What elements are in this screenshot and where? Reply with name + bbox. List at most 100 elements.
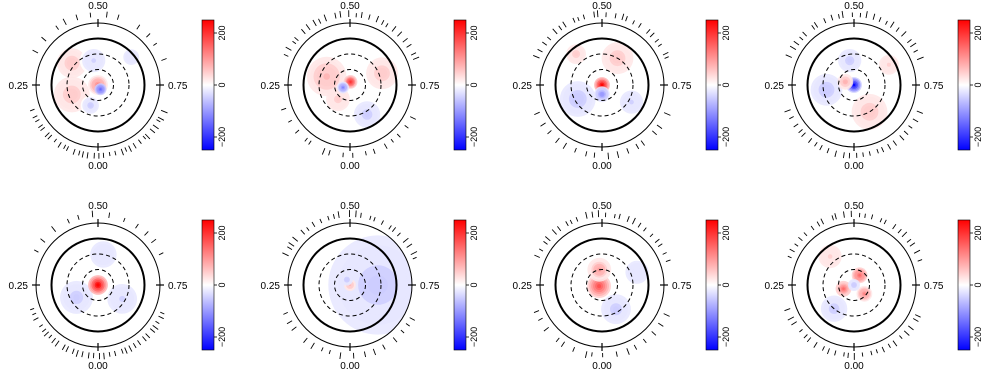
phase-tick	[47, 134, 53, 140]
inner-solid-ring	[554, 237, 650, 333]
phase-tick	[305, 24, 311, 31]
phase-tick	[895, 27, 900, 32]
phase-tick	[811, 25, 816, 30]
dashed-ring-0	[66, 253, 130, 317]
phase-tick	[62, 18, 67, 26]
phase-tick	[798, 236, 803, 242]
phase-tick	[286, 320, 293, 325]
phase-tick	[806, 337, 812, 343]
map-blob-5-level-5	[88, 103, 93, 108]
dashed-ring-1	[334, 269, 366, 301]
phase-tick	[543, 241, 548, 245]
phase-tick	[153, 42, 158, 46]
phase-tick	[72, 148, 76, 155]
phase-tick	[626, 216, 630, 222]
phase-tick	[915, 314, 921, 318]
panel-2: 0.50 0.00 0.25 0.75 200 0 −200	[261, 1, 479, 172]
phase-tick	[614, 13, 617, 19]
colorbar-tick-label: −200	[469, 327, 479, 347]
phase-tick	[883, 219, 887, 225]
phase-tick	[534, 111, 540, 116]
phase-tick	[71, 348, 75, 355]
phase-tick	[339, 352, 342, 360]
inner-solid-ring	[806, 37, 902, 133]
phase-label-top: 0.50	[88, 201, 108, 212]
phase-tick	[87, 352, 90, 359]
phase-tick	[542, 41, 548, 46]
phase-tick	[391, 26, 397, 32]
phase-tick	[879, 218, 883, 223]
map-blob-0-level-5	[574, 96, 581, 102]
phase-tick	[404, 125, 409, 129]
phase-label-top: 0.50	[340, 201, 360, 212]
phase-tick	[635, 143, 640, 150]
phase-tick	[562, 21, 567, 28]
dashed-ring-1	[82, 69, 114, 101]
phase-tick	[138, 139, 142, 144]
phase-tick	[149, 128, 156, 134]
phase-tick	[311, 221, 316, 228]
map-blob-3-level-5	[129, 55, 134, 60]
phase-tick	[54, 340, 60, 347]
map-blob-0-level-5	[368, 275, 388, 295]
phase-tick	[360, 12, 363, 18]
map-blob-3-level-5	[96, 283, 100, 287]
phase-tick	[116, 14, 120, 20]
phase-tick	[787, 316, 795, 321]
phase-tick	[538, 248, 544, 252]
phase-tick	[292, 40, 297, 45]
phase-tick	[621, 13, 625, 21]
phase-tick	[913, 249, 921, 254]
phase-tick	[409, 317, 416, 321]
phase-tick	[61, 344, 66, 351]
map-blob-1-level-5	[379, 70, 385, 76]
phase-tick	[33, 249, 39, 253]
phase-tick	[144, 133, 151, 140]
phase-tick	[861, 352, 864, 357]
map-blob-2-level-5	[100, 251, 106, 258]
phase-tick	[396, 232, 401, 237]
phase-tick	[310, 342, 315, 350]
inner-solid-ring	[302, 37, 398, 133]
phase-tick	[63, 144, 67, 150]
phase-tick	[591, 211, 594, 218]
phase-tick	[51, 226, 57, 232]
phase-label-right: 0.75	[420, 81, 440, 92]
phase-tick	[328, 349, 331, 355]
phase-tick	[294, 36, 299, 42]
phase-tick	[108, 152, 111, 157]
phase-tick	[303, 337, 308, 343]
phase-tick	[847, 352, 849, 359]
phase-tick	[903, 130, 909, 136]
phase-tick	[124, 347, 128, 354]
phase-tick	[887, 143, 892, 150]
phase-tick	[625, 16, 628, 22]
phase-tick	[142, 135, 147, 140]
phase-tick	[33, 317, 39, 321]
phase-tick	[160, 109, 168, 114]
phase-tick	[899, 135, 905, 141]
phase-tick	[665, 259, 671, 263]
phase-tick	[382, 344, 386, 350]
phase-tick	[337, 211, 340, 218]
phase-tick	[161, 58, 167, 61]
phase-label-top: 0.50	[592, 1, 612, 12]
phase-tick	[43, 331, 50, 337]
phase-tick	[543, 326, 549, 332]
phase-tick	[30, 307, 35, 311]
map-blob-4-level-5	[863, 292, 866, 296]
phase-tick	[375, 15, 380, 23]
phase-tick	[791, 321, 797, 326]
phase-tick	[545, 236, 551, 242]
phase-tick	[870, 214, 874, 220]
phase-tick	[582, 14, 586, 20]
phase-tick	[66, 218, 70, 224]
colorbar-tick-label: 0	[721, 282, 731, 287]
colorbar-tick-label: 200	[721, 25, 731, 40]
phase-tick	[912, 118, 919, 123]
phase-tick	[892, 140, 897, 146]
map-blob-2-level-5	[345, 278, 348, 281]
phase-tick	[793, 123, 799, 128]
phase-tick	[78, 150, 81, 156]
phase-tick	[560, 341, 565, 347]
